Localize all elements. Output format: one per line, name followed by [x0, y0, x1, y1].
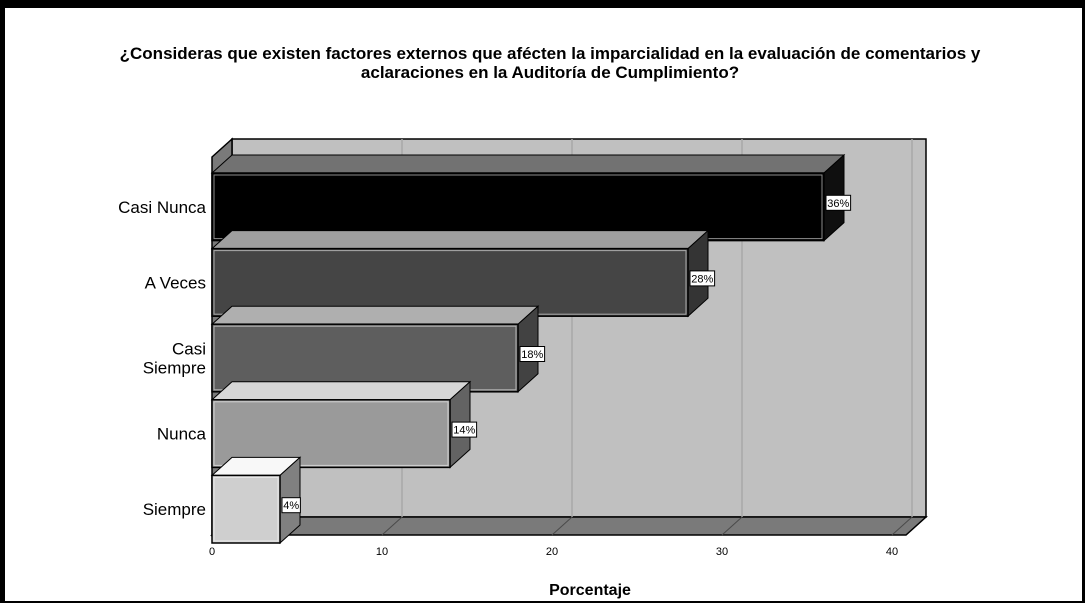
bar-1	[210, 229, 710, 318]
floor-gridline-10	[381, 516, 403, 536]
floor-gridline-40	[891, 516, 913, 536]
bar-front-face	[211, 399, 451, 469]
data-label: 36%	[827, 198, 849, 210]
category-label: Casi	[172, 340, 206, 359]
bar-front-face	[211, 474, 281, 544]
x-tick-label: 40	[886, 546, 898, 558]
bar-0	[210, 153, 846, 242]
bar-front-face	[211, 323, 519, 393]
bar-top-face	[210, 154, 846, 174]
bar-2	[210, 305, 540, 393]
category-label: A Veces	[145, 273, 206, 292]
bar-front-face	[211, 247, 689, 317]
bar-top-face	[210, 230, 710, 250]
chart-bars	[210, 153, 846, 545]
data-label: 18%	[521, 349, 543, 361]
floor-gridline-30	[721, 516, 743, 536]
chart-labels: 0 10 20 30 40 Porcentaje 36% Casi Nunca 28% A Vec…	[118, 194, 898, 599]
category-label: Nunca	[157, 425, 207, 444]
x-tick-label: 10	[376, 546, 388, 558]
x-axis-label: Porcentaje	[549, 582, 631, 599]
chart-title-line-2: aclaraciones en la Auditoría de Cumplimi…	[360, 63, 740, 82]
category-label: Siempre	[143, 359, 206, 378]
chart-title-line-1: ¿Consideras que existen factores externo…	[119, 44, 981, 63]
bar-3	[210, 380, 472, 469]
data-label: 14%	[453, 425, 475, 437]
data-label-box	[281, 497, 301, 514]
chart-title: ¿Consideras que existen factores externo…	[25, 44, 1075, 82]
data-label-box	[689, 270, 716, 287]
data-label: 28%	[691, 273, 713, 285]
bar-highlight	[213, 476, 279, 542]
floor-gridline-20	[551, 516, 573, 536]
x-tick-label: 30	[716, 546, 728, 558]
data-label-box	[519, 346, 546, 362]
data-label: 4%	[283, 500, 299, 512]
bar-front-face	[211, 172, 825, 242]
bar-highlight	[213, 401, 449, 466]
category-label: Siempre	[143, 500, 206, 519]
bar-top-face	[210, 305, 540, 325]
category-label: Casi Nunca	[118, 198, 206, 217]
x-tick-label: 20	[546, 546, 558, 558]
data-label-box	[451, 421, 478, 438]
data-label-box	[825, 194, 852, 211]
x-tick-label: 0	[209, 546, 215, 558]
bar-top-face	[210, 381, 472, 401]
